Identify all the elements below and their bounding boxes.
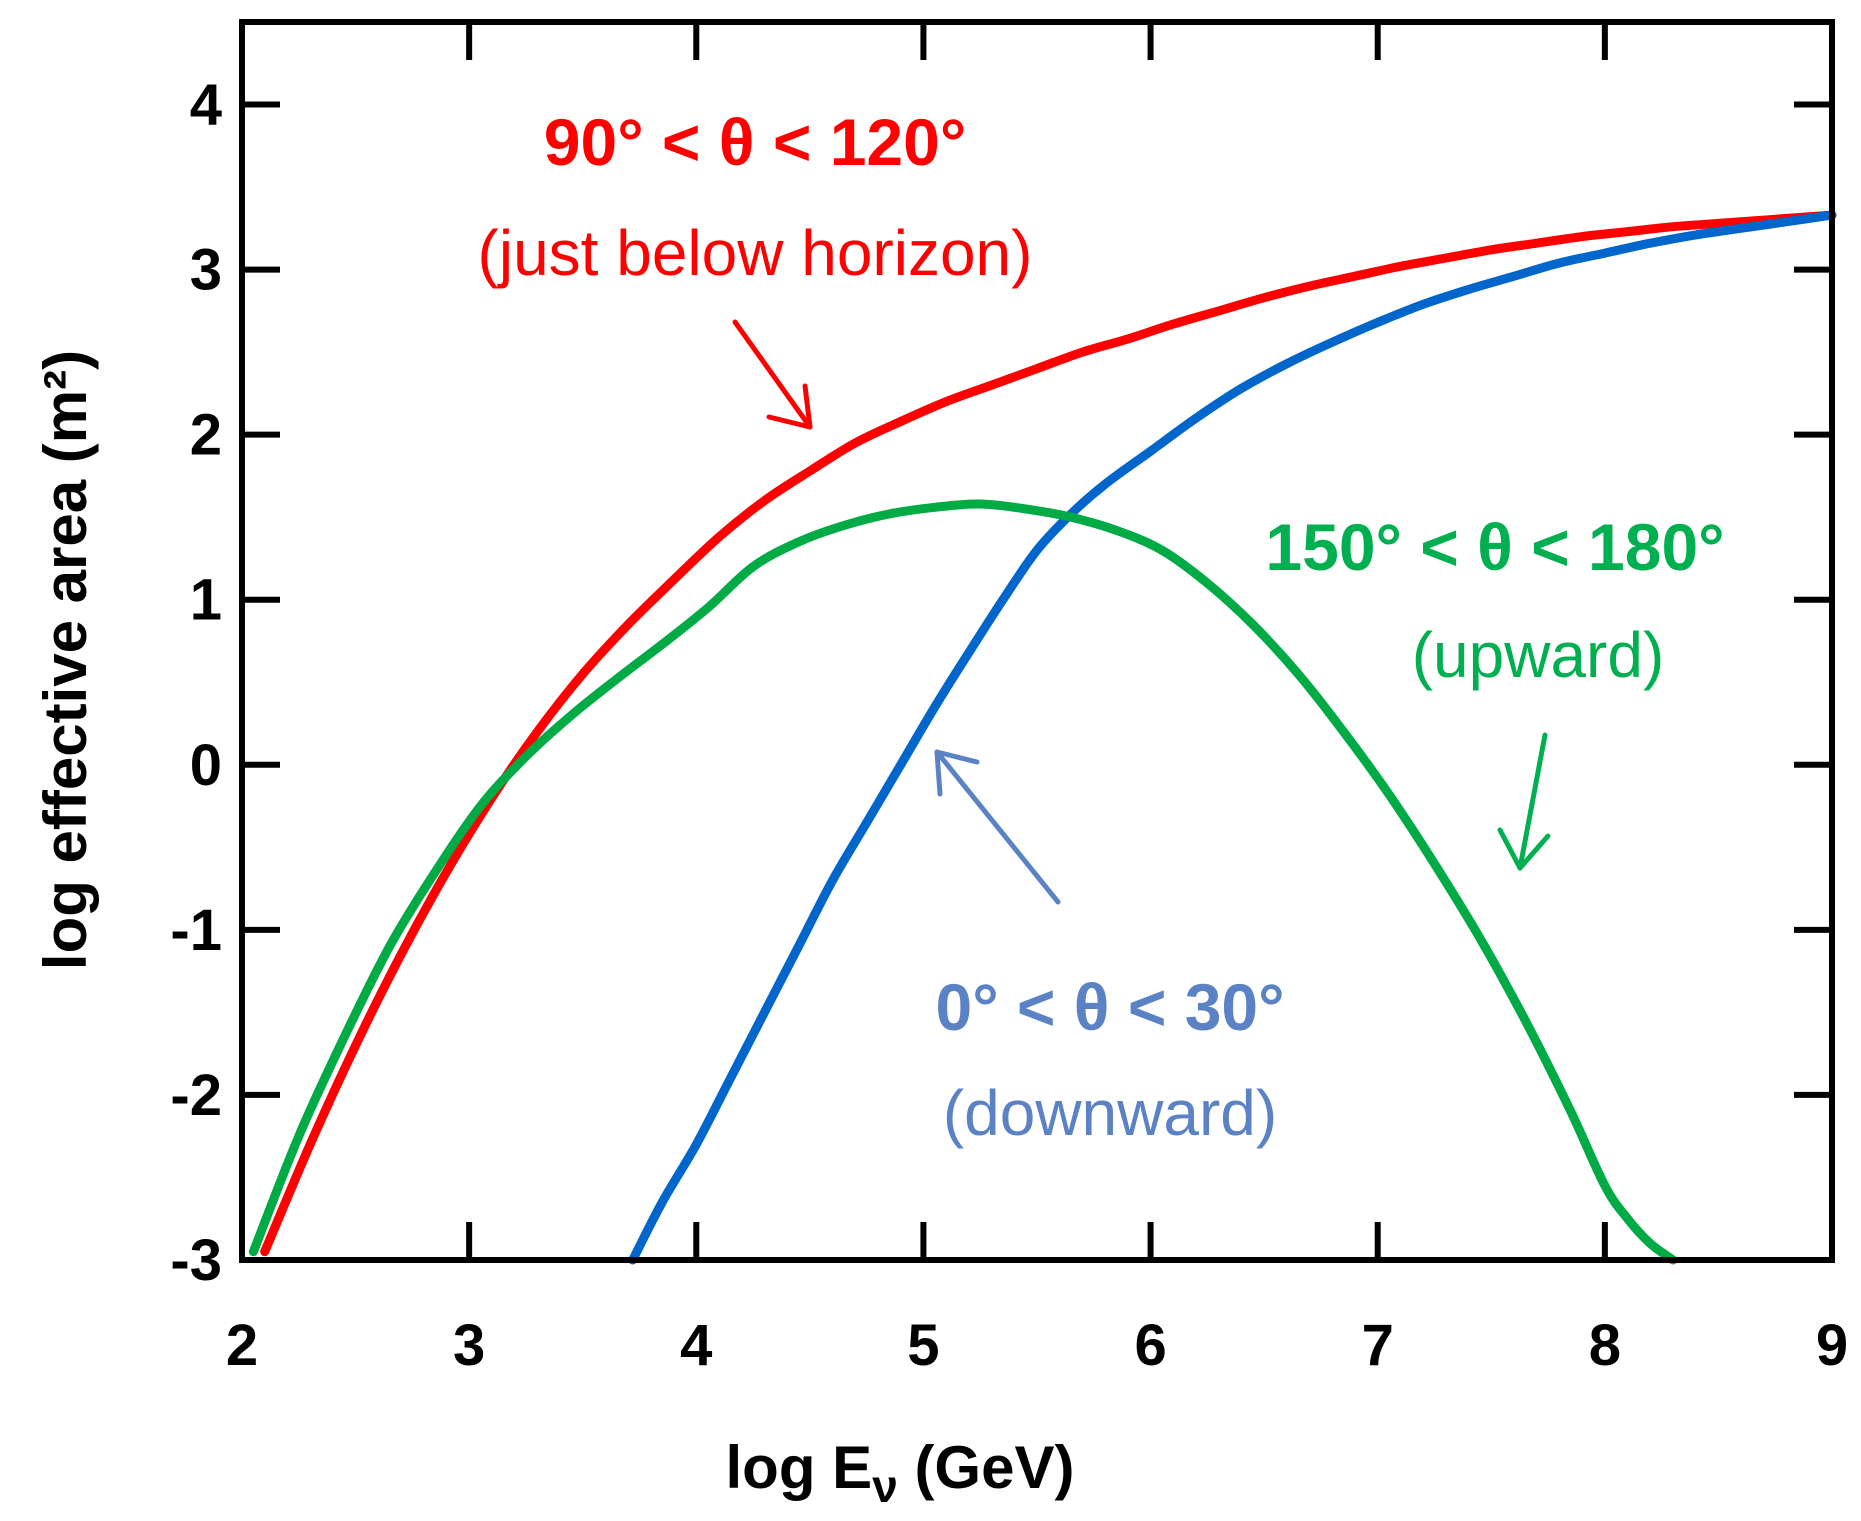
y-tick-label: -3 [170,1228,222,1293]
x-tick-label: 7 [1362,1313,1394,1378]
plot-frame [239,19,1835,1263]
y-tick-label: 2 [190,403,222,468]
y-tick-label: -1 [170,898,222,963]
y-tick-label: 0 [190,733,222,798]
tick-labels-layer: 2 3 4 5 6 7 8 9 -3 -2 -1 0 1 2 3 4 [170,73,1848,1378]
x-tick-label: 9 [1816,1313,1848,1378]
annotation-blue-title: 0° < θ < 30° [935,970,1284,1044]
x-tick-label: 3 [453,1313,485,1378]
curves-layer [248,210,1837,1265]
y-tick-label: 3 [190,238,222,303]
x-axis-title: log Eν (GeV) [726,1434,1075,1512]
y-tick-label: 1 [190,568,222,633]
x-tick-label: 4 [680,1313,712,1378]
series-line-red [260,210,1837,1257]
annotation-green-subtitle: (upward) [1412,619,1665,691]
annotation-green-arrow [1497,732,1551,871]
x-tick-label: 2 [226,1313,258,1378]
series-line-blue [628,210,1837,1265]
x-tick-label: 8 [1589,1313,1621,1378]
annotation-blue-arrow [934,749,1061,905]
y-tick-label: -2 [170,1063,222,1128]
annotation-green-title: 150° < θ < 180° [1265,510,1724,584]
x-tick-label: 6 [1134,1313,1166,1378]
series-line-green [248,499,1678,1265]
annotation-red-arrow [732,319,813,430]
annotation-blue-subtitle: (downward) [943,1077,1277,1149]
x-tick-label: 5 [907,1313,939,1378]
y-tick-label: 4 [190,73,222,138]
ticks-layer [239,22,1835,1263]
y-axis-title: log effective area (m²) [32,350,99,970]
annotation-red-title: 90° < θ < 120° [544,105,966,179]
annotation-red-subtitle: (just below horizon) [478,217,1033,289]
